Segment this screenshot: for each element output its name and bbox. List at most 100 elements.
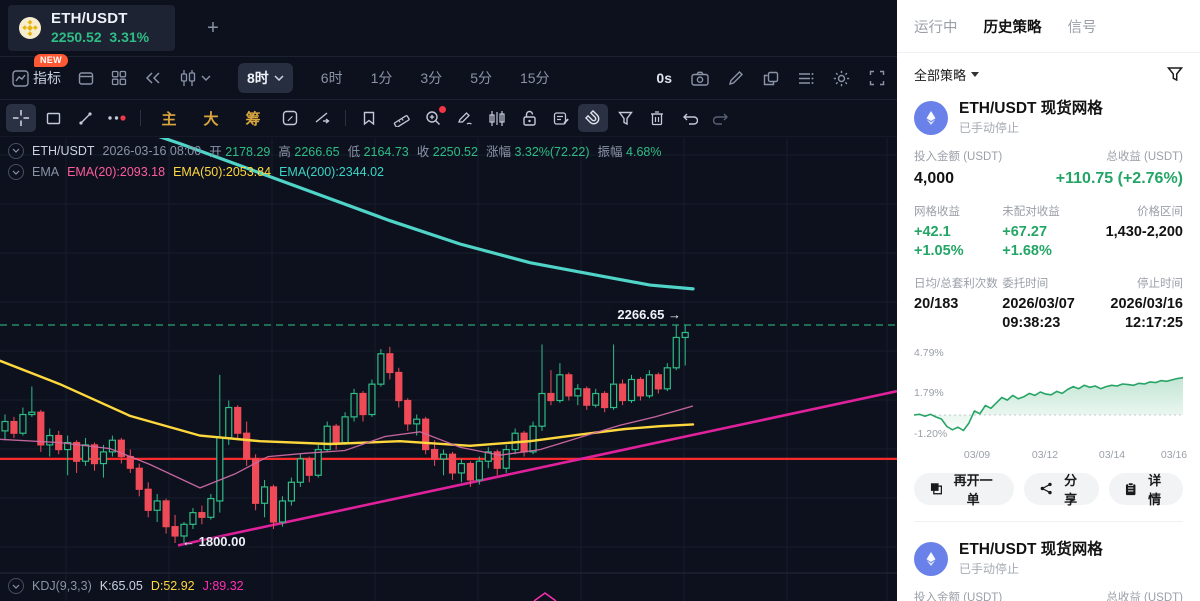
draw-button[interactable] [728, 70, 744, 86]
undo-button[interactable] [674, 104, 704, 132]
magnet-tool[interactable] [578, 104, 608, 132]
chip-distribution-button[interactable]: 筹 [245, 110, 261, 128]
tab-history[interactable]: 历史策略 [983, 19, 1042, 36]
strategy-type-filter[interactable]: 全部策略 [914, 65, 980, 84]
layout-grid-icon [111, 70, 127, 86]
strategy-card[interactable]: ETH/USDT 现货网格 已手动停止 投入金额 (USDT) 5,000 总收… [897, 536, 1200, 601]
symbol-tab[interactable]: ETH/USDT 2250.52 3.31% [8, 5, 176, 51]
low-price-annotation: ← 1800.00 [182, 534, 246, 549]
ema20-value: EMA(20):2093.18 [67, 165, 166, 179]
price-chart-canvas[interactable] [0, 138, 897, 601]
expand-icon [869, 70, 885, 86]
invest-stat: 投入金额 (USDT) 4,000 [914, 151, 1003, 188]
info-close: 收 2250.52 [416, 145, 478, 159]
entrust-time-stat: 委托时间 2026/03/07 09:38:23 [1002, 277, 1075, 332]
gear-icon [833, 70, 850, 86]
delete-tool[interactable] [642, 104, 672, 132]
chart-toolbar: NEW 指标 8时 6时 1分 3分 5 [0, 54, 897, 100]
candle-style-icon [180, 70, 196, 86]
zoom-in-tool[interactable] [418, 104, 448, 132]
tab-signal[interactable]: 信号 [1067, 19, 1097, 36]
rewind-icon [145, 72, 160, 84]
main-chart-button[interactable]: 主 [161, 110, 177, 128]
eth-token-icon [914, 541, 948, 576]
reopen-order-button[interactable]: 再开一单 [914, 472, 1014, 507]
kdj-info-bar: KDJ(9,3,3) K:65.05 D:52.92 J:89.32 [8, 578, 244, 594]
draw-pencil-icon [457, 111, 472, 125]
share-icon [1040, 483, 1052, 495]
strategy-status: 已手动停止 [959, 121, 1020, 136]
pattern-tool[interactable] [482, 104, 512, 132]
arbitrage-count-stat: 日均/总套利次数 20/183 [914, 277, 998, 312]
price-range-stat: 价格区间 1,430-2,200 [1105, 205, 1183, 240]
trendline-tool[interactable] [70, 104, 100, 132]
stop-time-stat: 停止时间 2026/03/16 12:17:25 [1110, 277, 1183, 332]
trash-icon [651, 111, 663, 126]
magnifier-plus-icon [426, 111, 440, 125]
fullscreen-button[interactable] [869, 70, 885, 86]
info-datetime: 2026-03-16 08:00 [102, 143, 202, 158]
invest-stat: 投入金额 (USDT) 5,000 [914, 592, 1003, 601]
tab-running[interactable]: 运行中 [914, 19, 958, 36]
info-open: 开 2178.29 [209, 145, 271, 159]
settings-button[interactable] [833, 70, 850, 87]
candle-countdown: 0s [656, 70, 672, 86]
compare-tool[interactable] [307, 104, 337, 132]
strategy-status: 已手动停止 [959, 562, 1020, 577]
timeframe-15m[interactable]: 15分 [519, 70, 550, 86]
edit-order-tool[interactable] [275, 104, 305, 132]
strategy-card[interactable]: ETH/USDT 现货网格 已手动停止 投入金额 (USDT) 4,000 总收… [897, 95, 1200, 521]
spark-y-tick: 1.79% [914, 386, 944, 399]
ema200-value: EMA(200):2344.02 [279, 165, 384, 179]
add-tab-button[interactable]: + [207, 16, 219, 39]
calendar-icon [78, 72, 94, 85]
chart-line-icon [12, 69, 29, 87]
collapse-kdj-icon[interactable] [8, 578, 24, 594]
timeframe-6h[interactable]: 6时 [320, 70, 343, 86]
info-high: 高 2266.65 [278, 145, 340, 159]
filter-funnel-icon[interactable] [1167, 66, 1183, 82]
large-view-button[interactable]: 大 [203, 110, 219, 128]
layout-button[interactable] [111, 70, 127, 86]
lock-tool[interactable] [514, 104, 544, 132]
brush-tool[interactable] [450, 104, 480, 132]
unlock-icon [522, 110, 536, 126]
screenshot-button[interactable] [691, 71, 709, 86]
caret-down-icon [971, 71, 980, 77]
bookmark-tool[interactable] [354, 104, 384, 132]
add-pane-button[interactable] [763, 71, 779, 86]
rewind-button[interactable] [144, 71, 162, 85]
timeframe-1m[interactable]: 1分 [370, 70, 393, 86]
strategy-title: ETH/USDT 现货网格 [959, 540, 1103, 558]
rectangle-tool[interactable] [38, 104, 68, 132]
filter-tool[interactable] [610, 104, 640, 132]
calendar-button[interactable] [78, 70, 94, 86]
redo-icon [712, 113, 728, 125]
strategy-filter-row: 全部策略 [897, 53, 1200, 95]
redo-button[interactable] [706, 104, 736, 132]
chart-style-button[interactable] [179, 70, 211, 86]
object-tree-button[interactable] [798, 72, 814, 85]
collapse-main-icon[interactable] [8, 142, 24, 159]
info-low: 低 2164.73 [347, 145, 409, 159]
high-price-annotation: 2266.65 → [617, 307, 681, 322]
sparkline-x-axis: 03/09 03/12 03/14 03/16 [914, 449, 1187, 463]
more-drawings-tool[interactable] [102, 104, 132, 132]
timeframe-3m[interactable]: 3分 [420, 70, 443, 86]
crosshair-tool[interactable] [6, 104, 36, 132]
strategy-panel: 运行中 历史策略 信号 全部策略 ETH/USDT 现货网格 已手动停止 [897, 0, 1200, 601]
grid-profit-stat: 网格收益 +42.1 +1.05% [914, 205, 964, 260]
share-button[interactable]: 分享 [1023, 472, 1099, 507]
card-actions: 再开一单 分享 详情 [914, 472, 1183, 507]
note-tool[interactable] [546, 104, 576, 132]
timeframe-selected[interactable]: 8时 [238, 63, 293, 93]
collapse-ema-icon[interactable] [8, 164, 24, 180]
indicator-label: 指标 [33, 70, 61, 86]
measure-tool[interactable] [386, 104, 416, 132]
indicator-button[interactable]: NEW 指标 [12, 54, 68, 88]
ema50-value: EMA(50):2053.84 [173, 165, 272, 179]
details-button[interactable]: 详情 [1108, 472, 1183, 507]
info-amplitude: 振幅 4.68% [597, 145, 662, 159]
ema-label: EMA [32, 165, 60, 179]
timeframe-5m[interactable]: 5分 [470, 70, 492, 86]
